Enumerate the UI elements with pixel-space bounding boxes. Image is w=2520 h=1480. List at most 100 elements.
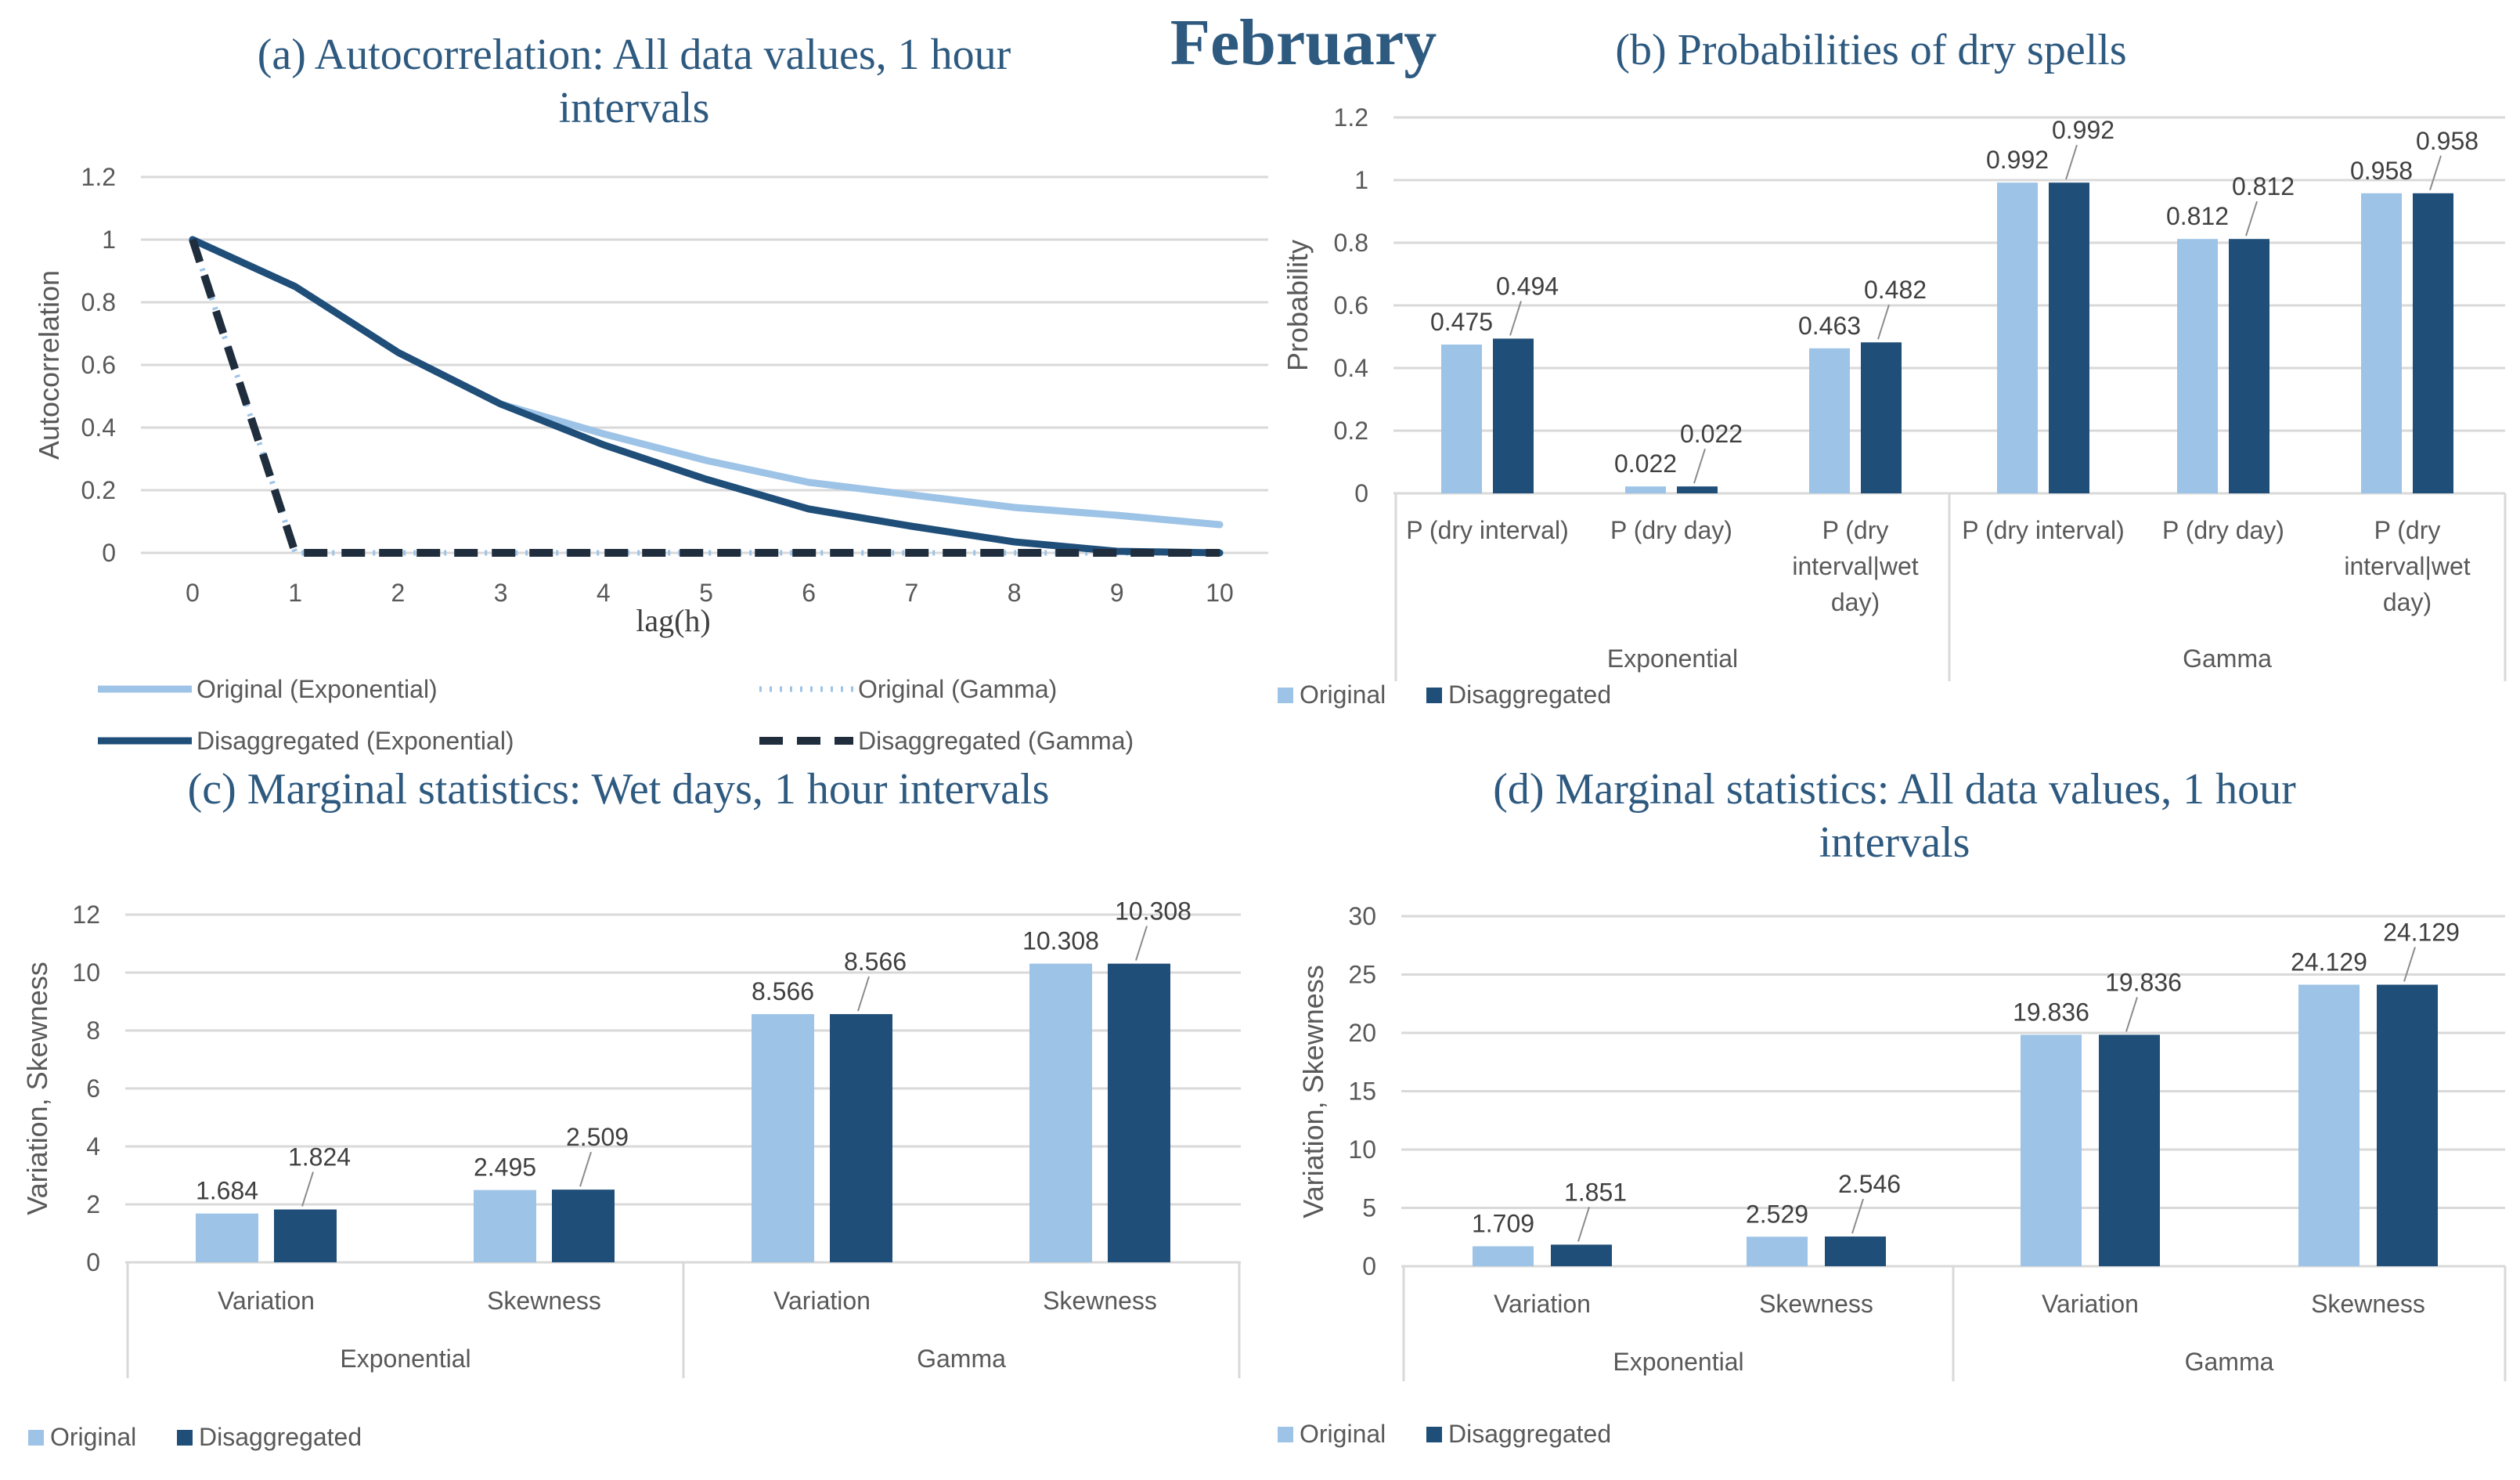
legend-label-d-original: Original xyxy=(1300,1420,1386,1448)
panel-b-dry-spells: (b) Probabilities of dry spells 0 0.2 0.4 0.… xyxy=(1278,26,2507,709)
legend-swatch-c-disaggregated xyxy=(177,1430,193,1446)
y-tick-label-d: 0 xyxy=(1362,1252,1376,1280)
legend-swatch-d-original xyxy=(1278,1427,1293,1442)
group-label-b: Gamma xyxy=(2183,644,2272,673)
bar-c-original-3 xyxy=(752,1014,814,1262)
data-label-d-disaggregated: 24.129 xyxy=(2383,918,2460,946)
bar-c-disaggregated-3 xyxy=(830,1014,892,1262)
x-axis-label-a: lag(h) xyxy=(636,603,711,638)
data-label-c-disaggregated: 10.308 xyxy=(1115,897,1192,926)
y-tick-label-d: 15 xyxy=(1348,1078,1376,1106)
leader-line-d-1 xyxy=(1577,1207,1590,1242)
leader-line-c-2 xyxy=(579,1151,592,1187)
bar-d-original-2 xyxy=(1747,1236,1808,1266)
chart-title-d-line-1: (d) Marginal statistics: All data values… xyxy=(1493,765,2296,814)
y-tick-label-a: 0.8 xyxy=(81,288,116,316)
category-label-d: Skewness xyxy=(2311,1290,2425,1318)
x-tick-label-a: 5 xyxy=(699,579,713,607)
series-line-a-4 xyxy=(189,238,1220,557)
y-tick-label-a: 0 xyxy=(102,539,116,567)
x-tick-label-a: 7 xyxy=(905,579,919,607)
x-tick-label-a: 4 xyxy=(597,579,611,607)
y-tick-label-b: 0.8 xyxy=(1334,229,1368,257)
chart-title-b-line-1: (b) Probabilities of dry spells xyxy=(1615,26,2126,74)
data-label-b-original: 0.475 xyxy=(1430,308,1493,336)
bar-d-original-3 xyxy=(2021,1034,2082,1266)
y-axis-label-d: Variation, Skewness xyxy=(1297,965,1329,1218)
category-label-b: P (dry interval) xyxy=(1406,516,1568,544)
bar-b-disaggregated-2 xyxy=(1677,486,1718,493)
bar-d-original-4 xyxy=(2298,984,2360,1266)
category-label-b: day) xyxy=(2383,588,2432,616)
category-label-c: Skewness xyxy=(1043,1287,1157,1315)
leader-line-b-6 xyxy=(2429,155,2442,191)
data-label-b-original: 0.812 xyxy=(2166,202,2229,230)
panel-a-autocorrelation: (a) Autocorrelation: All data values, 1 … xyxy=(33,31,1268,755)
y-tick-label-c: 8 xyxy=(86,1016,100,1045)
x-tick-label-a: 2 xyxy=(391,579,406,607)
bar-b-original-4 xyxy=(1997,182,2038,493)
legend-label-b-disaggregated: Disaggregated xyxy=(1448,680,1611,709)
category-label-d: Variation xyxy=(1494,1290,1591,1318)
chart-title-a-line-2: intervals xyxy=(559,84,710,132)
bar-b-disaggregated-5 xyxy=(2229,239,2269,493)
legend-label-a-3: Disaggregated (Exponential) xyxy=(196,727,514,755)
panel-c-wet-days-stats: (c) Marginal statistics: Wet days, 1 hou… xyxy=(21,765,1241,1451)
leader-line-b-5 xyxy=(2245,200,2258,236)
x-tick-label-a: 8 xyxy=(1008,579,1022,607)
leader-line-b-3 xyxy=(1877,304,1890,340)
y-tick-label-b: 1.2 xyxy=(1334,103,1368,132)
legend-swatch-b-disaggregated xyxy=(1426,688,1442,703)
y-axis-label-a: Autocorrelation xyxy=(33,270,65,460)
y-tick-label-b: 1 xyxy=(1354,166,1368,194)
y-tick-label-b: 0.2 xyxy=(1334,417,1368,445)
legend-swatch-b-original xyxy=(1278,688,1293,703)
category-label-b: day) xyxy=(1831,588,1880,616)
group-label-c: Gamma xyxy=(917,1345,1006,1373)
bar-d-disaggregated-2 xyxy=(1825,1236,1886,1266)
category-label-b: P (dry xyxy=(2374,516,2441,544)
group-label-d: Exponential xyxy=(1613,1348,1743,1376)
bar-c-original-2 xyxy=(474,1189,536,1262)
y-tick-label-c: 0 xyxy=(86,1248,100,1276)
bar-b-original-3 xyxy=(1809,348,1850,493)
y-tick-label-a: 0.2 xyxy=(81,476,116,504)
y-tick-label-b: 0 xyxy=(1354,479,1368,507)
legend-swatch-c-original xyxy=(28,1430,44,1446)
category-label-c: Variation xyxy=(773,1287,871,1315)
legend-label-d-disaggregated: Disaggregated xyxy=(1448,1420,1611,1448)
chart-title-d-line-2: intervals xyxy=(1819,818,1970,867)
category-label-b: interval|wet xyxy=(2344,552,2470,580)
leader-line-b-2 xyxy=(1693,448,1706,484)
data-label-b-disaggregated: 0.482 xyxy=(1864,276,1927,304)
bar-d-disaggregated-4 xyxy=(2377,984,2438,1266)
data-label-d-disaggregated: 1.851 xyxy=(1564,1178,1627,1206)
main-title: February xyxy=(1170,6,1437,79)
data-label-d-original: 1.709 xyxy=(1472,1210,1534,1238)
y-tick-label-d: 30 xyxy=(1348,902,1376,930)
series-line-a-3 xyxy=(189,236,1224,557)
data-label-b-disaggregated: 0.958 xyxy=(2416,127,2479,155)
bar-c-disaggregated-1 xyxy=(274,1209,337,1262)
x-tick-label-a: 1 xyxy=(288,579,302,607)
y-tick-label-d: 20 xyxy=(1348,1019,1376,1047)
data-label-c-original: 1.684 xyxy=(196,1177,258,1205)
y-tick-label-d: 5 xyxy=(1362,1194,1376,1222)
data-label-d-disaggregated: 19.836 xyxy=(2105,968,2182,996)
data-label-b-disaggregated: 0.022 xyxy=(1680,420,1743,448)
panel-d-all-values-stats: (d) Marginal statistics: All data values… xyxy=(1278,765,2507,1448)
data-label-d-original: 2.529 xyxy=(1746,1200,1808,1228)
legend-label-a-2: Original (Gamma) xyxy=(858,675,1057,703)
leader-line-c-3 xyxy=(857,976,870,1012)
y-tick-label-c: 4 xyxy=(86,1132,100,1161)
bar-b-original-5 xyxy=(2177,239,2218,493)
bar-b-original-2 xyxy=(1625,486,1666,493)
bar-c-disaggregated-2 xyxy=(552,1189,615,1262)
y-tick-label-c: 6 xyxy=(86,1074,100,1103)
leader-line-d-3 xyxy=(2125,997,2138,1032)
bar-c-original-1 xyxy=(196,1213,258,1262)
category-label-b: P (dry day) xyxy=(1610,516,1732,544)
leader-line-b-1 xyxy=(1509,301,1522,336)
data-label-c-original: 2.495 xyxy=(474,1153,536,1182)
chart-title-a-line-1: (a) Autocorrelation: All data values, 1 … xyxy=(258,31,1011,79)
